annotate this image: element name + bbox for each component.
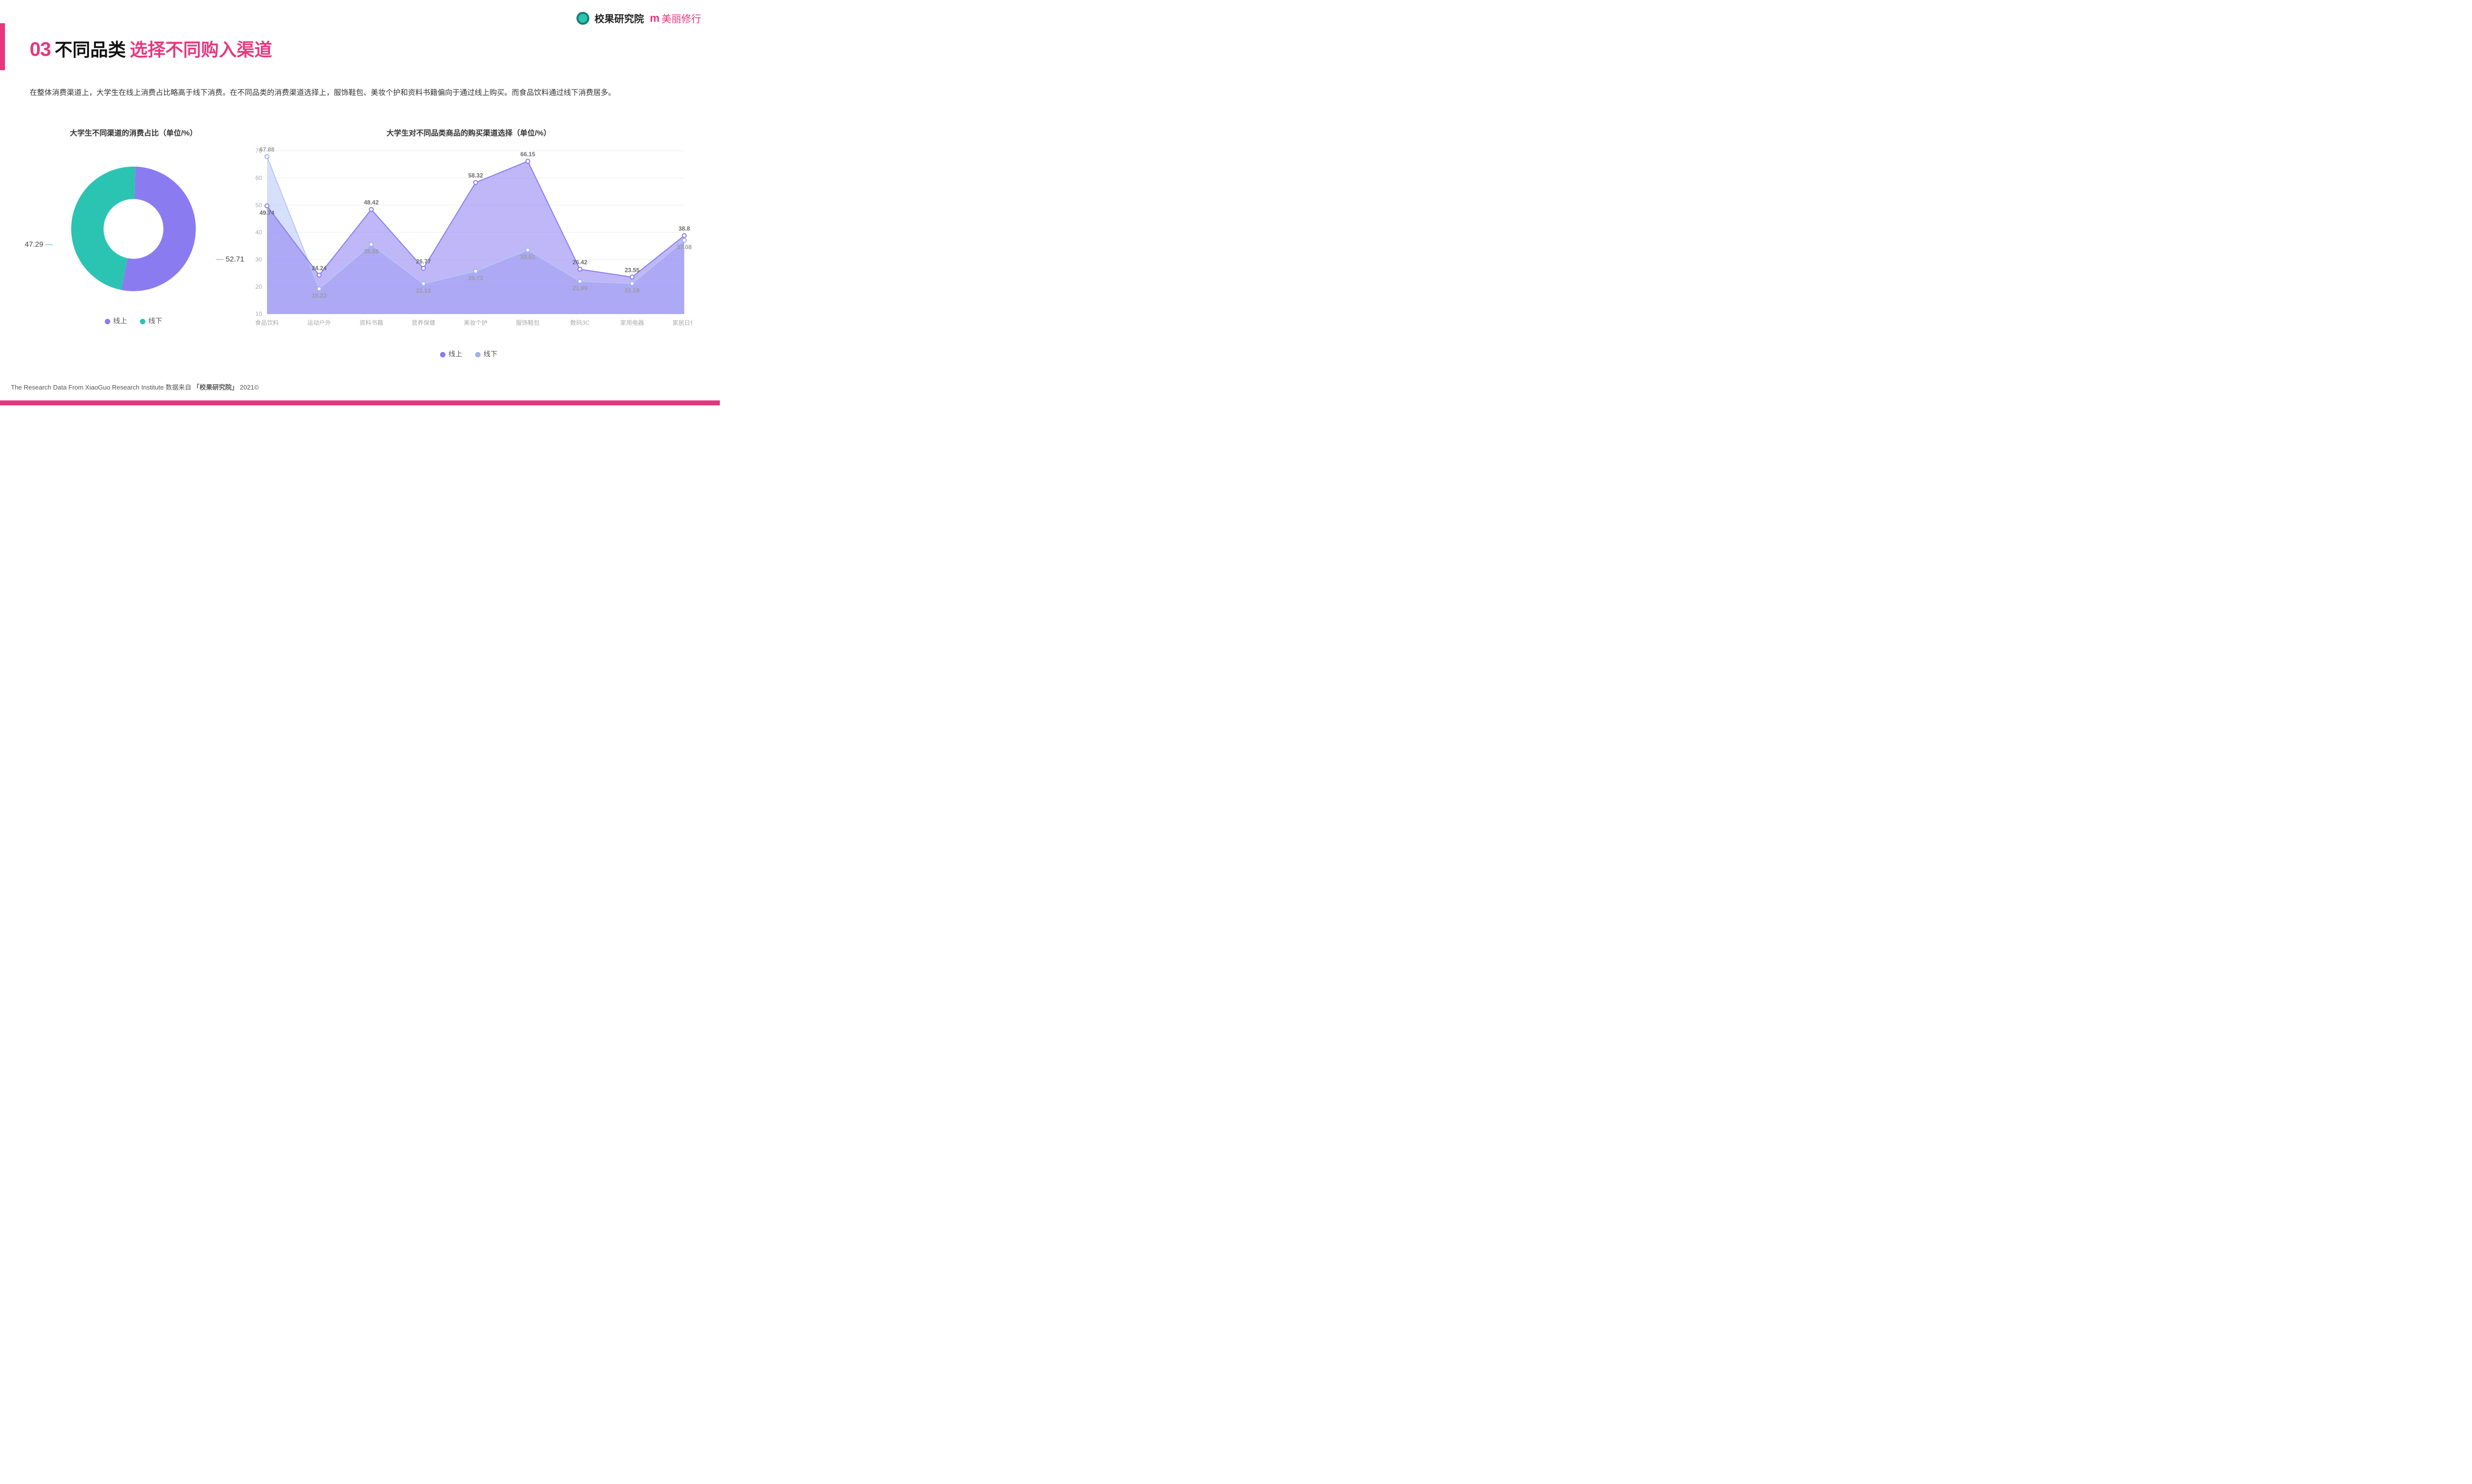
line-chart-title: 大学生对不同品类商品的购买渠道选择（单位/%）	[247, 128, 690, 138]
donut-value-offline: 47.29	[25, 240, 44, 249]
donut-chart	[54, 147, 213, 305]
accent-bar-bottom	[0, 400, 720, 405]
svg-text:23.55: 23.55	[624, 266, 639, 273]
legend-dot-icon	[105, 319, 110, 324]
svg-text:家居日化: 家居日化	[672, 319, 692, 326]
svg-text:49.74: 49.74	[260, 209, 274, 216]
footer-citation: The Research Data From XiaoGuo Research …	[11, 382, 259, 392]
legend-item-offline: 线下	[475, 349, 497, 359]
svg-text:26.42: 26.42	[573, 259, 587, 266]
donut-label-offline: 47.29 —	[25, 240, 53, 249]
svg-text:66.15: 66.15	[520, 151, 535, 158]
svg-text:运动户外: 运动户外	[307, 319, 331, 326]
svg-text:服饰鞋包: 服饰鞋包	[516, 319, 539, 326]
donut-legend: 线上 线下	[30, 316, 237, 326]
svg-text:资料书籍: 资料书籍	[359, 319, 383, 326]
line-legend: 线上 线下	[247, 349, 690, 359]
donut-value-online: 52.71	[225, 255, 244, 263]
svg-text:25.73: 25.73	[468, 274, 483, 281]
svg-text:38.8: 38.8	[678, 225, 690, 232]
svg-text:50: 50	[256, 202, 263, 209]
legend-dot-icon	[440, 352, 445, 357]
svg-text:19.23: 19.23	[311, 292, 326, 299]
description-paragraph: 在整体消费渠道上，大学生在线上消费占比略高于线下消费。在不同品类的消费渠道选择上…	[30, 87, 690, 99]
brand-name: 美丽修行	[662, 11, 701, 25]
page-title: 03 不同品类 选择不同购入渠道	[30, 36, 272, 61]
svg-text:食品饮料: 食品饮料	[255, 319, 279, 326]
svg-text:美妆个护: 美妆个护	[464, 319, 487, 326]
legend-dot-icon	[475, 352, 481, 357]
svg-text:26.77: 26.77	[416, 258, 431, 265]
inst-logo-icon	[576, 12, 589, 25]
svg-text:21.19: 21.19	[624, 287, 639, 294]
svg-text:10: 10	[256, 310, 263, 317]
line-chart-container: 大学生对不同品类商品的购买渠道选择（单位/%） 10203040506070食品…	[247, 128, 690, 359]
title-text-2: 选择不同购入渠道	[130, 36, 272, 61]
legend-item-online: 线上	[440, 349, 462, 359]
line-chart: 10203040506070食品饮料运动户外资料书籍营养保健美妆个护服饰鞋包数码…	[247, 138, 692, 336]
legend-item-online: 线上	[105, 316, 127, 326]
footer-source: 「校果研究院」	[193, 384, 238, 391]
svg-text:营养保健: 营养保健	[411, 319, 435, 326]
legend-item-offline: 线下	[140, 316, 162, 326]
footer-prefix: The Research Data From XiaoGuo Research …	[11, 384, 191, 391]
brand-m-icon: m	[650, 12, 660, 25]
svg-text:数码3C: 数码3C	[570, 319, 590, 326]
svg-text:30: 30	[256, 256, 263, 263]
svg-text:48.42: 48.42	[364, 199, 379, 206]
donut-chart-title: 大学生不同渠道的消费占比（单位/%）	[30, 128, 237, 138]
footer-suffix: 2021©	[240, 384, 259, 391]
svg-text:40: 40	[256, 229, 263, 236]
donut-label-online: — 52.71	[216, 255, 244, 263]
svg-text:24.24: 24.24	[311, 265, 326, 272]
accent-bar-left	[0, 23, 5, 70]
svg-text:20: 20	[256, 283, 263, 290]
svg-text:家用电器: 家用电器	[620, 319, 644, 326]
legend-dot-icon	[140, 319, 145, 324]
svg-text:21.13: 21.13	[416, 287, 431, 294]
svg-text:58.32: 58.32	[468, 172, 483, 179]
title-number: 03	[30, 39, 51, 61]
svg-text:67.88: 67.88	[260, 146, 274, 153]
svg-text:33.51: 33.51	[520, 254, 535, 261]
svg-text:60: 60	[256, 175, 263, 181]
title-text-1: 不同品类	[55, 36, 126, 61]
donut-chart-container: 大学生不同渠道的消费占比（单位/%） 47.29 — — 52.71 线上 线下	[30, 128, 237, 326]
header-logos: 校果研究院 m 美丽修行	[576, 11, 701, 25]
svg-text:37.08: 37.08	[677, 244, 692, 251]
svg-text:21.99: 21.99	[573, 285, 587, 292]
svg-text:35.58: 35.58	[364, 248, 379, 255]
inst-name: 校果研究院	[594, 11, 644, 25]
